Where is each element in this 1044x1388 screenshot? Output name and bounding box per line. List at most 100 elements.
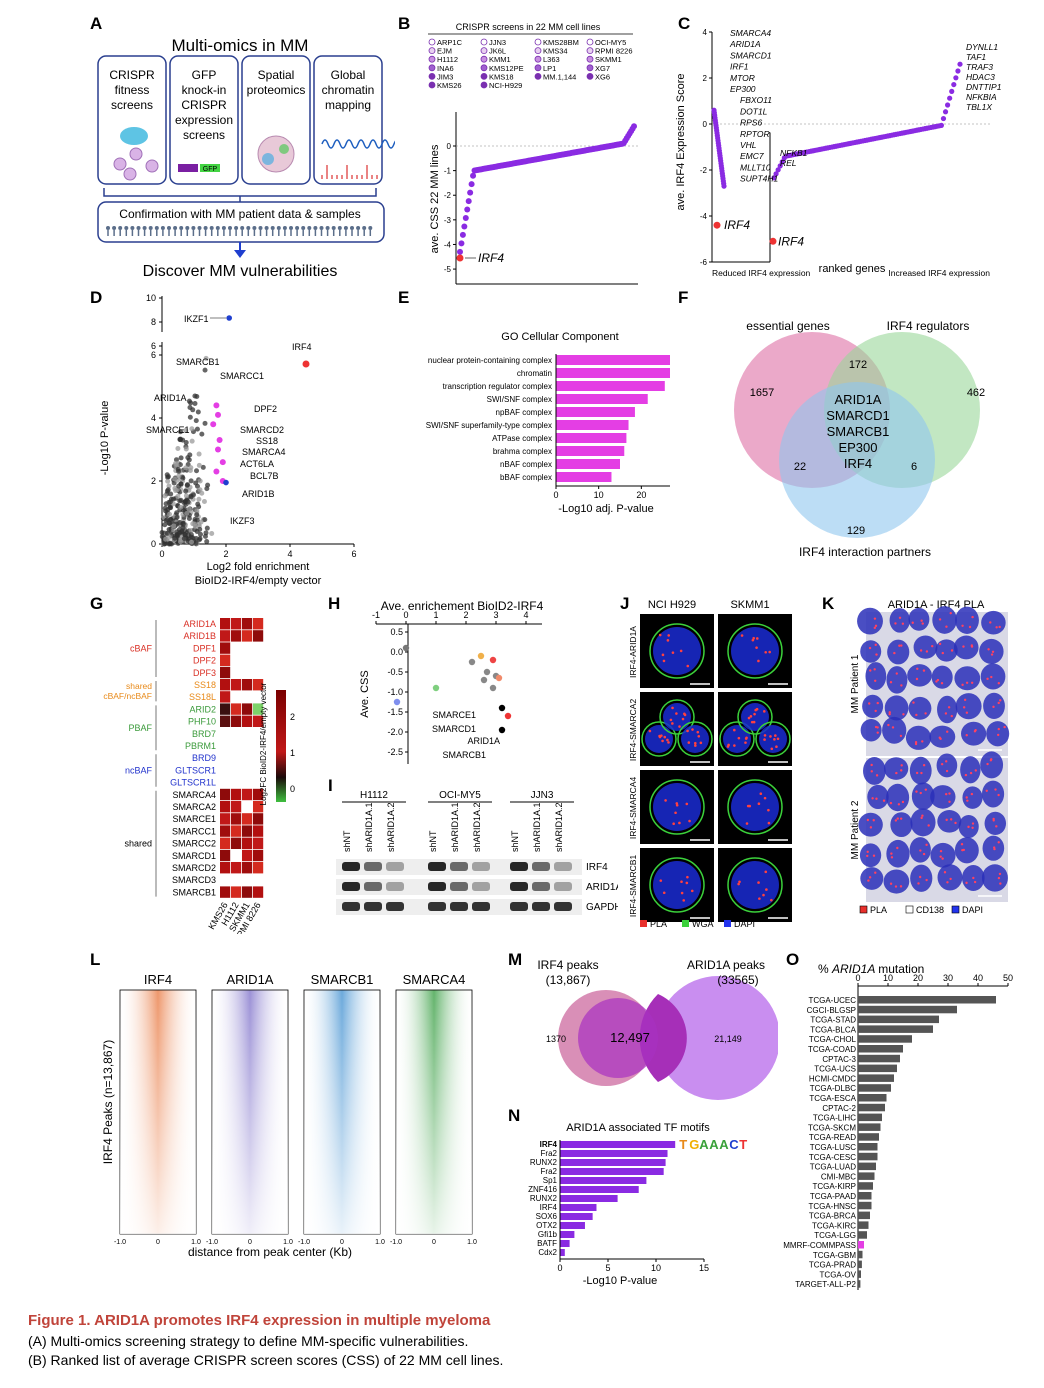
protein-point: [189, 438, 195, 444]
pla-dot: [936, 678, 940, 682]
panel-n: N ARID1A associated TF motifs IRF4 Fra2 RUN…: [508, 1106, 778, 1296]
cell-line-label: LP1: [543, 64, 556, 73]
pla-dot: [686, 664, 690, 668]
y-tick-label: 4: [151, 413, 156, 423]
protein-point: [209, 530, 215, 536]
cell-line-label: RPMI 8226: [595, 47, 633, 56]
cell-line-marker: [586, 38, 594, 46]
cell-line-marker: [428, 55, 436, 63]
cell-line-marker: [534, 73, 542, 80]
low-gene-label: FBXO11: [740, 95, 772, 105]
pla-dot: [867, 879, 870, 882]
pla-dot: [922, 669, 926, 672]
pla-dot: [920, 619, 923, 622]
subunit-point: [498, 726, 506, 734]
heatmap-cell: [220, 849, 231, 862]
motif-letter: A: [699, 1137, 709, 1152]
bar: [560, 1222, 585, 1229]
pla-dot: [970, 681, 974, 684]
baf-label: SMARCA4: [242, 447, 286, 457]
motif-label: BATF: [537, 1239, 557, 1248]
pla-dot: [948, 792, 951, 795]
profile-fade: [212, 990, 288, 1234]
x-tick-label: 0: [340, 1239, 344, 1246]
nucleus-stain: [911, 782, 935, 810]
row-label: MM Patient 1: [850, 654, 861, 713]
patient-icon: [319, 226, 324, 230]
heatmap-cell: [242, 703, 253, 715]
pla-dot: [997, 701, 1000, 705]
group-label: PBAF: [128, 723, 152, 733]
pla-dot: [671, 706, 674, 710]
pla-dot: [753, 712, 756, 716]
bar: [560, 1159, 666, 1166]
cohort-label: TCGA-OV: [820, 1270, 857, 1279]
bar: [858, 1005, 957, 1014]
low-gene-label: RPS6: [740, 118, 762, 128]
panel-label-e: E: [398, 288, 410, 307]
heatmap-cell: [253, 666, 264, 679]
nucleus-stain: [910, 808, 936, 837]
cell-line-marker: [480, 81, 488, 89]
pla-dot: [874, 871, 877, 874]
track-title: ARID1A: [227, 972, 274, 987]
cohort-label: TCGA-LGG: [814, 1231, 856, 1240]
pla-dot: [997, 841, 1000, 844]
pla-dot: [900, 684, 903, 687]
heatmap-cell: [253, 679, 264, 691]
nucleus-stain: [955, 606, 979, 634]
category-label: bBAF complex: [500, 473, 552, 482]
nucleus-stain: [863, 757, 886, 785]
irf4-peaks-count: (13,867): [546, 973, 591, 987]
pla-dot: [763, 796, 767, 800]
bar: [560, 1240, 570, 1247]
blot-band: [510, 882, 528, 891]
protein-point: [164, 472, 170, 478]
x-tick-label: 0: [557, 1263, 562, 1273]
pla-dot: [667, 634, 671, 637]
bar: [556, 407, 635, 417]
pla-dot: [750, 720, 754, 724]
count-essential-only: 1657: [750, 387, 774, 399]
x-tick-label: 0: [248, 1239, 252, 1246]
nucleus-stain: [723, 725, 751, 753]
protein-point: [190, 407, 196, 413]
pla-dot: [948, 800, 951, 803]
pla-dot: [949, 818, 953, 821]
bar: [560, 1204, 597, 1211]
heatmap-cell: [220, 642, 231, 654]
bar: [858, 996, 996, 1004]
pla-dot: [669, 718, 673, 722]
protein-point: [177, 436, 183, 442]
cell-line-label: KMS28BM: [543, 38, 579, 47]
blot-band: [472, 862, 490, 871]
protein-point: [163, 536, 169, 542]
gene-point: [467, 189, 474, 196]
x-axis-label: distance from peak center (Kb): [188, 1245, 352, 1259]
heatmap-cell: [220, 752, 231, 764]
membrane-stain: [727, 779, 783, 835]
protein-point: [172, 535, 178, 541]
bar: [858, 1250, 863, 1259]
cell-icon: [129, 147, 143, 161]
heatmap-cell: [231, 849, 242, 862]
pla-dot: [672, 822, 675, 826]
pla-dot: [757, 802, 761, 805]
protein-point: [194, 468, 200, 474]
baf-label: SMARCC1: [220, 371, 264, 381]
motif-letter: A: [719, 1137, 729, 1152]
arid1a-peaks-count: (33565): [717, 973, 758, 987]
pla-dot: [925, 878, 928, 882]
pla-dot: [915, 713, 918, 717]
pla-dot: [945, 760, 948, 763]
bar: [858, 1152, 878, 1161]
patient-icon: [337, 226, 342, 230]
pla-dot: [752, 636, 756, 640]
bar: [858, 1094, 887, 1102]
overlap-region: [639, 994, 687, 1082]
patient-icon: [154, 226, 159, 230]
x-axis-label: ranked genes: [515, 293, 582, 294]
pla-dot: [688, 819, 691, 823]
motif-label: Cdx2: [538, 1248, 557, 1257]
x-tick-label: 10: [883, 973, 893, 983]
